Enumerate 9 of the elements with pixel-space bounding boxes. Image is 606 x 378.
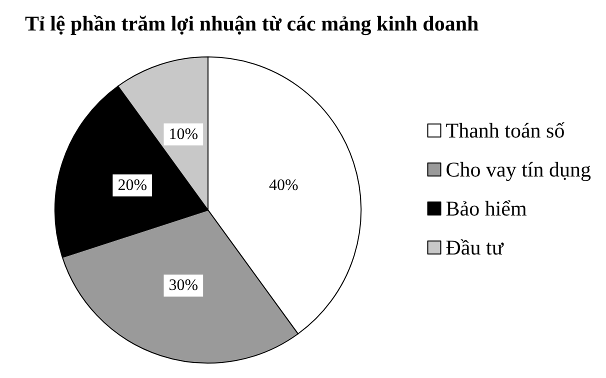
legend-label: Thanh toán số xyxy=(446,118,566,142)
legend-label: Cho vay tín dụng xyxy=(446,158,592,182)
legend-label: Đầu tư xyxy=(446,236,504,260)
legend-label: Bảo hiểm xyxy=(446,196,527,220)
data-label: 10% xyxy=(168,126,198,143)
data-label: 40% xyxy=(268,176,298,194)
data-label: 20% xyxy=(118,176,148,194)
chart-title: Tỉ lệ phần trăm lợi nhuận từ các mảng kinh doanh xyxy=(25,12,479,36)
data-label: 30% xyxy=(168,277,198,294)
